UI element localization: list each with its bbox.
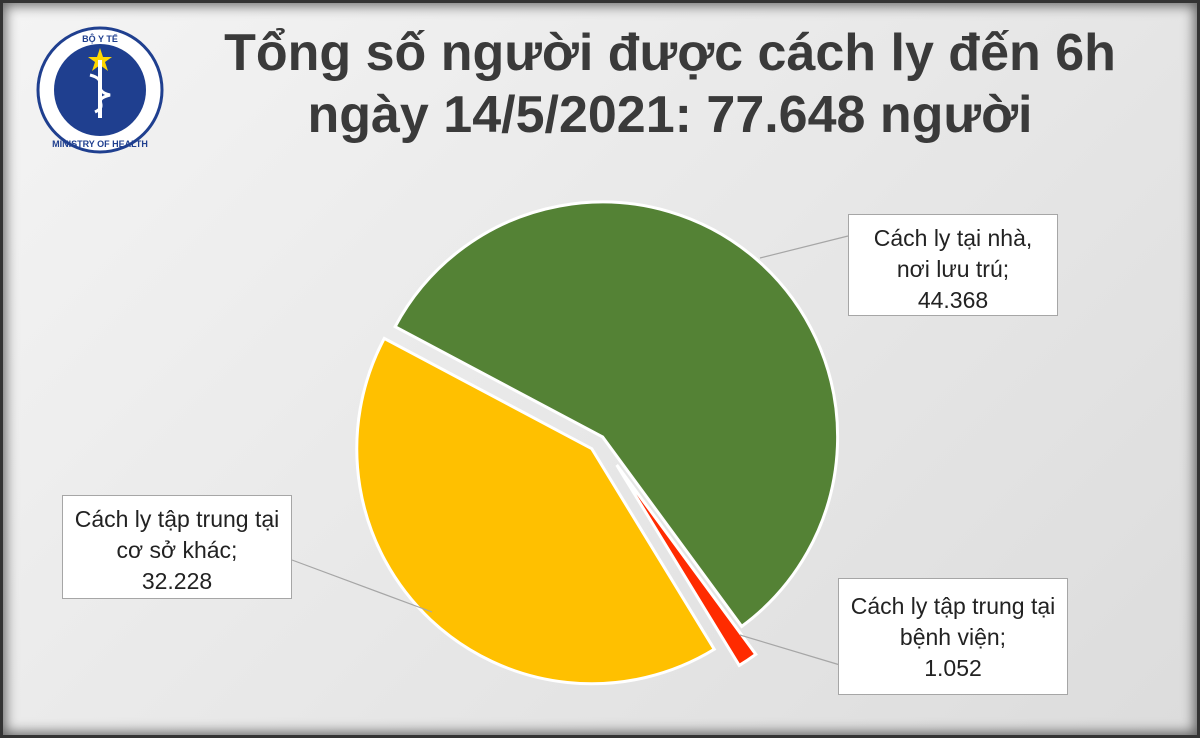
logo-bottom-text: MINISTRY OF HEALTH [52,139,148,149]
label-name: Cách ly tập trung tại cơ sở khác; [74,506,280,563]
data-label: Cách ly tập trung tại cơ sở khác; 32.228 [62,495,292,599]
logo-top-text: BỘ Y TẾ [82,33,118,44]
label-value: 44.368 [917,287,989,313]
pie-slice [393,200,840,629]
pie-slice [355,336,717,686]
label-value: 1.052 [924,655,982,681]
data-label: Cách ly tập trung tại bệnh viện; 1.052 [838,578,1068,695]
chart-title: Tổng số người được cách ly đến 6h ngày 1… [224,24,1116,144]
label-name: Cách ly tập trung tại bệnh viện; [850,593,1056,650]
pie-slice [615,464,758,668]
label-value: 32.228 [141,568,213,594]
data-label: Cách ly tại nhà, nơi lưu trú; 44.368 [848,214,1058,316]
leader-lines [291,235,849,666]
label-name: Cách ly tại nhà, nơi lưu trú; [873,225,1033,282]
logo: BỘ Y TẾ MINISTRY OF HEALTH [36,26,164,154]
